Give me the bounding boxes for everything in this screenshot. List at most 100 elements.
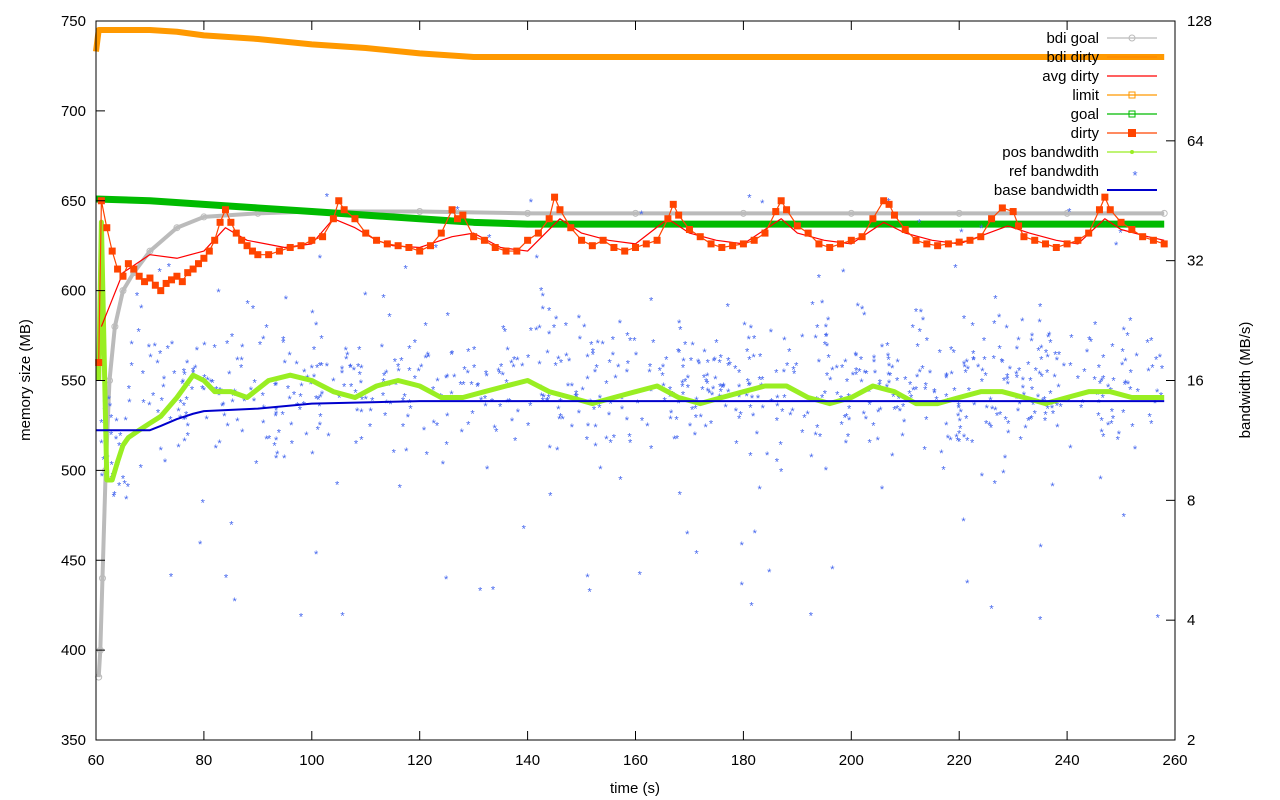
data-point: * bbox=[1079, 402, 1084, 414]
data-point: * bbox=[1006, 379, 1011, 391]
data-point: * bbox=[1130, 422, 1135, 434]
data-point: * bbox=[944, 392, 949, 404]
data-point bbox=[238, 236, 246, 244]
data-point: * bbox=[1039, 354, 1044, 366]
data-point: * bbox=[230, 332, 235, 344]
data-point: * bbox=[720, 382, 725, 394]
data-point: * bbox=[1026, 416, 1031, 428]
data-point: * bbox=[99, 418, 104, 430]
data-point: * bbox=[139, 462, 144, 474]
data-point: * bbox=[240, 355, 245, 367]
data-point: * bbox=[961, 516, 966, 528]
data-point: * bbox=[315, 362, 320, 374]
data-point: * bbox=[198, 539, 203, 551]
data-point: * bbox=[274, 380, 279, 392]
legend-label: ref bandwdith bbox=[1009, 163, 1099, 180]
data-point bbox=[524, 236, 532, 244]
data-point: * bbox=[261, 390, 266, 402]
data-point: * bbox=[694, 412, 699, 424]
data-point: * bbox=[625, 415, 630, 427]
data-point: * bbox=[767, 567, 772, 579]
data-point: * bbox=[863, 368, 868, 380]
data-point: * bbox=[589, 339, 594, 351]
data-point bbox=[524, 209, 532, 217]
data-point: * bbox=[697, 359, 702, 371]
data-point: * bbox=[425, 450, 430, 462]
data-point: * bbox=[984, 419, 989, 431]
data-point: * bbox=[939, 448, 944, 460]
data-point: * bbox=[752, 352, 757, 364]
legend-item: bdi dirty bbox=[1046, 49, 1157, 66]
data-point: * bbox=[957, 428, 962, 440]
data-point bbox=[783, 206, 791, 214]
data-point: * bbox=[252, 396, 257, 408]
series-pos-bandwdith bbox=[96, 219, 1165, 483]
data-point bbox=[578, 236, 586, 244]
data-point: * bbox=[368, 422, 373, 434]
data-point: * bbox=[745, 347, 750, 359]
data-point: * bbox=[1111, 376, 1116, 388]
data-point: * bbox=[661, 362, 666, 374]
data-point: * bbox=[1123, 378, 1128, 390]
data-point: * bbox=[704, 377, 709, 389]
data-point: * bbox=[1057, 349, 1062, 361]
data-point: * bbox=[746, 376, 751, 388]
data-point bbox=[685, 226, 693, 234]
data-point: * bbox=[537, 323, 542, 335]
data-point: * bbox=[862, 409, 867, 421]
data-point: * bbox=[1116, 434, 1121, 446]
data-point: * bbox=[1020, 316, 1025, 328]
data-point: * bbox=[580, 385, 585, 397]
data-point bbox=[1095, 206, 1103, 214]
data-point: * bbox=[844, 412, 849, 424]
data-point bbox=[146, 274, 154, 282]
y-tick-label: 700 bbox=[61, 103, 86, 120]
data-point: * bbox=[435, 420, 440, 432]
data-point: * bbox=[156, 408, 161, 420]
data-point: * bbox=[491, 585, 496, 597]
data-point: * bbox=[761, 403, 766, 415]
data-point bbox=[761, 229, 769, 237]
data-point: * bbox=[957, 400, 962, 412]
data-point bbox=[826, 243, 834, 251]
data-point: * bbox=[809, 610, 814, 622]
data-point: * bbox=[158, 267, 163, 279]
data-point: * bbox=[681, 362, 686, 374]
data-point: * bbox=[1099, 376, 1104, 388]
y-tick-label: 350 bbox=[61, 732, 86, 749]
data-point bbox=[988, 215, 996, 223]
data-point: * bbox=[185, 358, 190, 370]
data-point: * bbox=[604, 434, 609, 446]
data-point: * bbox=[182, 436, 187, 448]
legend-marker bbox=[1128, 110, 1136, 118]
data-point: * bbox=[288, 394, 293, 406]
data-point: * bbox=[398, 482, 403, 494]
data-point bbox=[265, 251, 273, 259]
data-point: * bbox=[628, 437, 633, 449]
data-point: * bbox=[577, 313, 582, 325]
data-point: * bbox=[541, 304, 546, 316]
data-point: * bbox=[1128, 316, 1133, 328]
data-point: * bbox=[1126, 379, 1131, 391]
data-point: * bbox=[780, 406, 785, 418]
data-point: * bbox=[742, 320, 747, 332]
data-point: * bbox=[903, 374, 908, 386]
data-point: * bbox=[782, 367, 787, 379]
data-point: * bbox=[791, 365, 796, 377]
data-point: * bbox=[706, 358, 711, 370]
data-point: * bbox=[352, 365, 357, 377]
data-point: * bbox=[802, 412, 807, 424]
data-point: * bbox=[618, 474, 623, 486]
data-point: * bbox=[510, 416, 515, 428]
data-point bbox=[837, 240, 845, 248]
data-point: * bbox=[962, 432, 967, 444]
data-point: * bbox=[1098, 474, 1103, 486]
data-point: * bbox=[1037, 369, 1042, 381]
data-point: * bbox=[649, 444, 654, 456]
data-point: * bbox=[416, 366, 421, 378]
data-point: * bbox=[554, 360, 559, 372]
data-point: * bbox=[141, 368, 146, 380]
data-point: * bbox=[435, 376, 440, 388]
data-point: * bbox=[340, 364, 345, 376]
y-tick-label: 750 bbox=[61, 13, 86, 30]
